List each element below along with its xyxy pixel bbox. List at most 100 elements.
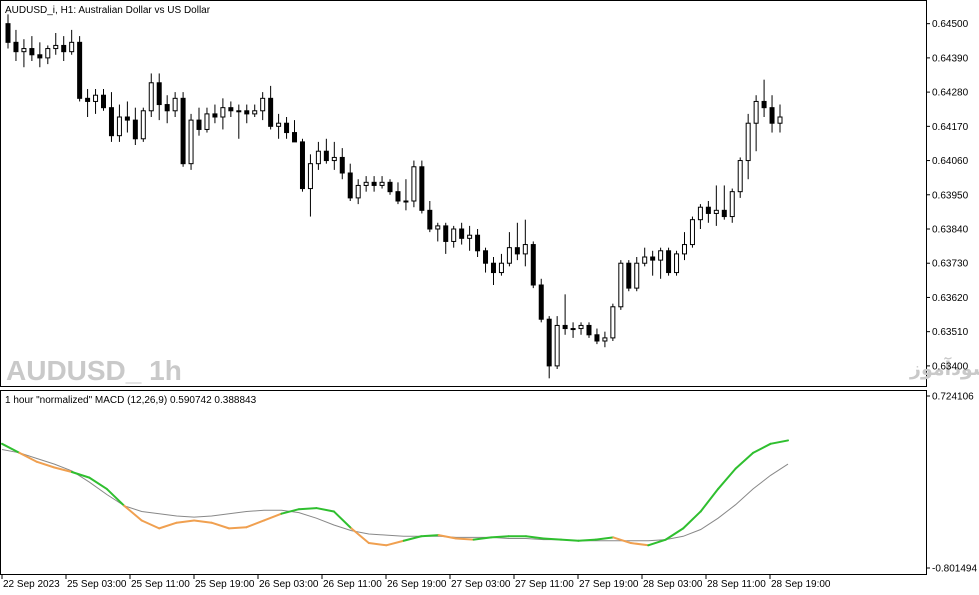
candle[interactable] <box>220 98 226 130</box>
candle[interactable] <box>276 113 282 139</box>
candle[interactable] <box>721 185 727 220</box>
candle[interactable] <box>411 160 417 208</box>
candle[interactable] <box>514 222 520 261</box>
candle[interactable] <box>196 107 202 136</box>
candle[interactable] <box>53 33 59 55</box>
candle[interactable] <box>45 45 51 65</box>
candle[interactable] <box>650 250 656 276</box>
candle[interactable] <box>355 179 361 205</box>
candle[interactable] <box>602 331 608 348</box>
candle[interactable] <box>666 247 672 276</box>
candle[interactable] <box>483 247 489 273</box>
candle[interactable] <box>777 104 783 133</box>
candle[interactable] <box>403 179 409 211</box>
candle[interactable] <box>101 89 107 111</box>
candle[interactable] <box>769 95 775 133</box>
candle[interactable] <box>626 260 632 292</box>
candle[interactable] <box>260 92 266 121</box>
candle[interactable] <box>331 141 337 170</box>
candle[interactable] <box>284 117 290 139</box>
candle[interactable] <box>522 219 528 267</box>
candle[interactable] <box>562 294 568 335</box>
candle[interactable] <box>212 104 218 124</box>
candle[interactable] <box>323 138 329 164</box>
candle[interactable] <box>252 104 258 117</box>
candle[interactable] <box>658 247 664 279</box>
candle[interactable] <box>347 163 353 201</box>
candle[interactable] <box>379 176 385 189</box>
candle[interactable] <box>93 89 99 114</box>
candle[interactable] <box>61 36 67 61</box>
candle[interactable] <box>140 107 146 142</box>
candle[interactable] <box>538 278 544 323</box>
candle[interactable] <box>419 160 425 214</box>
candle[interactable] <box>299 138 305 192</box>
candle[interactable] <box>13 29 19 61</box>
candle[interactable] <box>148 73 154 117</box>
candle[interactable] <box>292 120 298 143</box>
candle[interactable] <box>156 73 162 121</box>
candle[interactable] <box>427 201 433 233</box>
candle[interactable] <box>363 176 369 192</box>
candle[interactable] <box>498 253 504 276</box>
candle[interactable] <box>371 176 377 192</box>
candle[interactable] <box>586 322 592 338</box>
candle[interactable] <box>530 241 536 289</box>
candle[interactable] <box>188 113 194 170</box>
candle[interactable] <box>459 222 465 245</box>
candle[interactable] <box>554 316 560 369</box>
candlestick-series[interactable] <box>5 14 783 379</box>
candle[interactable] <box>705 201 711 223</box>
candle[interactable] <box>37 42 43 68</box>
candle[interactable] <box>124 101 130 133</box>
candle[interactable] <box>490 257 496 285</box>
candle[interactable] <box>729 188 735 223</box>
candle[interactable] <box>570 322 576 338</box>
candle[interactable] <box>204 107 210 133</box>
candle[interactable] <box>546 316 552 379</box>
candle[interactable] <box>116 104 122 142</box>
candle[interactable] <box>21 39 27 68</box>
candle[interactable] <box>681 232 687 261</box>
candle[interactable] <box>77 36 83 102</box>
candle[interactable] <box>578 322 584 335</box>
candle[interactable] <box>506 232 512 267</box>
candle[interactable] <box>618 260 624 310</box>
candle[interactable] <box>236 104 242 139</box>
candle[interactable] <box>467 225 473 251</box>
candle[interactable] <box>85 89 91 117</box>
candle[interactable] <box>443 222 449 254</box>
candle[interactable] <box>5 14 11 49</box>
candle[interactable] <box>761 79 767 117</box>
candle[interactable] <box>164 95 170 124</box>
candle[interactable] <box>753 95 759 152</box>
candle[interactable] <box>697 204 703 229</box>
candle[interactable] <box>435 222 441 242</box>
candle[interactable] <box>594 328 600 345</box>
candle[interactable] <box>642 247 648 267</box>
candle[interactable] <box>745 113 751 180</box>
candle[interactable] <box>634 257 640 292</box>
candle[interactable] <box>29 36 35 61</box>
candle[interactable] <box>713 185 719 226</box>
candle[interactable] <box>475 229 481 257</box>
candle[interactable] <box>610 303 616 341</box>
candle[interactable] <box>132 107 138 145</box>
candle[interactable] <box>307 154 313 217</box>
candle[interactable] <box>689 216 695 248</box>
candle[interactable] <box>180 92 186 167</box>
candle[interactable] <box>339 148 345 180</box>
candle[interactable] <box>69 29 75 55</box>
candle[interactable] <box>172 92 178 117</box>
candle[interactable] <box>108 92 114 142</box>
candle[interactable] <box>737 157 743 198</box>
candle[interactable] <box>387 179 393 195</box>
candle[interactable] <box>244 104 250 124</box>
candle[interactable] <box>268 85 274 130</box>
candle[interactable] <box>228 101 234 117</box>
candle[interactable] <box>451 225 457 248</box>
candle[interactable] <box>674 250 680 276</box>
candle[interactable] <box>315 141 321 170</box>
candle[interactable] <box>395 182 401 205</box>
